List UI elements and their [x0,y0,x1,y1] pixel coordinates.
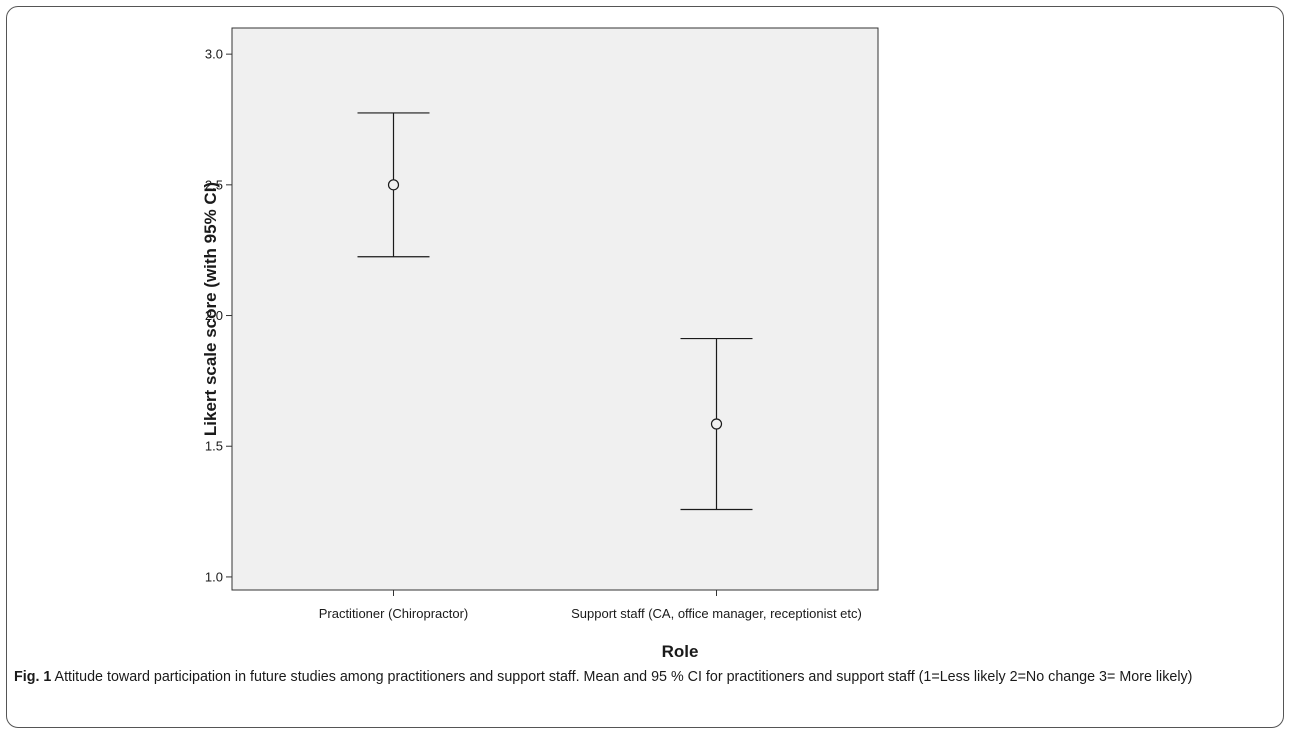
mean-marker [710,418,723,430]
y-tick-label: 2.5 [205,177,223,192]
y-tick-label: 1.0 [205,569,223,584]
y-tick-label: 1.5 [205,439,223,454]
x-tick-label: Support staff (CA, office manager, recep… [571,606,862,621]
plot-area [231,27,879,591]
data-marks [357,112,753,511]
y-tick-label: 2.0 [205,308,223,323]
caption-text: Attitude toward participation in future … [51,669,1193,685]
y-axis-title: Likert scale score (with 95% CI) [201,182,220,436]
x-axis-title: Role [662,642,699,661]
figure-label: Fig. 1 [14,669,52,685]
y-tick-label: 3.0 [205,47,223,62]
x-tick-label: Practitioner (Chiropractor) [319,606,469,621]
mean-marker [387,179,400,191]
x-axis: Practitioner (Chiropractor) Support staff… [319,590,862,621]
figure-caption: Fig. 1 Attitude toward participation in … [14,667,1276,688]
y-axis: 1.0 1.5 2.0 2.5 3.0 [205,47,232,584]
